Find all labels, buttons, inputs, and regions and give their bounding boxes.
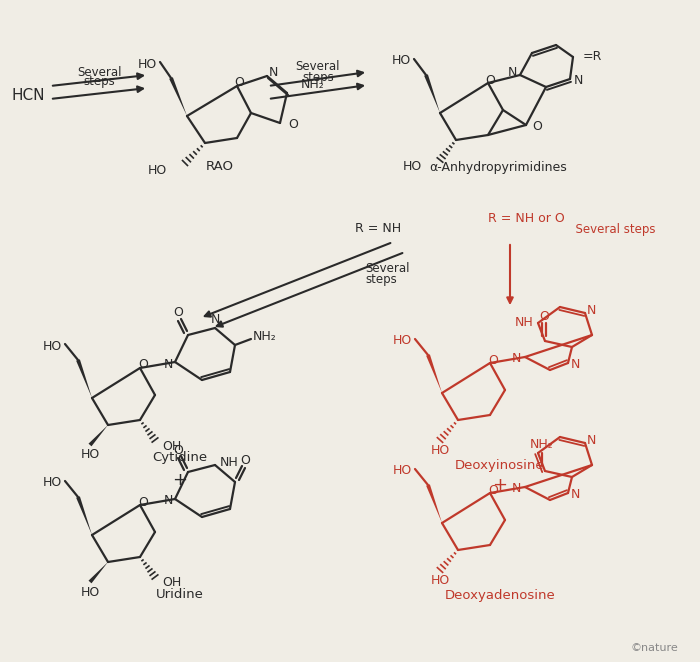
Text: N: N [587,434,596,448]
Text: steps: steps [83,75,115,89]
Text: HCN: HCN [11,87,45,103]
Text: HO: HO [392,54,411,68]
Text: Several steps: Several steps [568,224,655,236]
Polygon shape [426,485,442,523]
Text: O: O [173,307,183,320]
Polygon shape [76,359,92,398]
Text: O: O [240,453,250,467]
Text: Several: Several [295,60,340,73]
Text: NH₂: NH₂ [301,79,325,91]
Text: HO: HO [148,164,167,177]
Text: +: + [493,476,507,494]
Text: HO: HO [430,573,450,587]
Text: O: O [539,310,549,322]
Text: α-Anhydropyrimidines: α-Anhydropyrimidines [429,160,567,173]
Text: N: N [571,359,580,371]
Text: Cytidine: Cytidine [153,451,208,465]
Text: O: O [138,359,148,371]
Text: N: N [571,489,580,502]
Text: R = NH or O: R = NH or O [488,211,565,224]
Text: Deoxyadenosine: Deoxyadenosine [444,589,555,602]
Text: O: O [485,73,495,87]
Text: NH₂: NH₂ [530,438,554,451]
Text: O: O [488,483,498,496]
Text: steps: steps [365,273,397,285]
Text: HO: HO [80,448,100,461]
Text: R = NH: R = NH [355,222,401,234]
Text: N: N [269,66,279,79]
Text: +: + [172,471,188,489]
Text: ©nature: ©nature [630,643,678,653]
Polygon shape [76,496,92,535]
Text: HO: HO [393,334,412,348]
Text: =R: =R [583,50,603,64]
Text: N: N [164,495,173,508]
Text: HO: HO [43,477,62,489]
Text: N: N [508,66,517,79]
Text: O: O [532,120,542,134]
Text: OH: OH [162,440,181,453]
Polygon shape [169,77,187,116]
Text: Several: Several [77,66,121,79]
Text: Deoxyinosine: Deoxyinosine [455,459,545,471]
Polygon shape [88,425,108,446]
Text: HO: HO [393,465,412,477]
Text: RAO: RAO [206,160,234,173]
Text: HO: HO [43,340,62,352]
Text: O: O [173,444,183,457]
Text: steps: steps [302,71,334,85]
Polygon shape [424,74,440,113]
Text: NH: NH [220,457,239,469]
Text: Uridine: Uridine [156,589,204,602]
Text: Several: Several [365,261,409,275]
Text: N: N [164,357,173,371]
Text: O: O [234,77,244,89]
Text: HO: HO [402,160,422,173]
Text: O: O [138,495,148,508]
Text: HO: HO [80,585,100,598]
Text: O: O [288,118,298,132]
Text: N: N [512,483,521,495]
Text: NH₂: NH₂ [253,330,276,344]
Text: N: N [587,305,596,318]
Text: NH: NH [514,316,533,330]
Text: O: O [488,354,498,367]
Text: N: N [210,313,220,326]
Text: N: N [574,75,583,87]
Text: HO: HO [430,444,450,457]
Polygon shape [88,562,108,583]
Polygon shape [426,354,442,393]
Text: OH: OH [162,577,181,589]
Text: HO: HO [138,58,157,70]
Text: N: N [512,352,521,365]
